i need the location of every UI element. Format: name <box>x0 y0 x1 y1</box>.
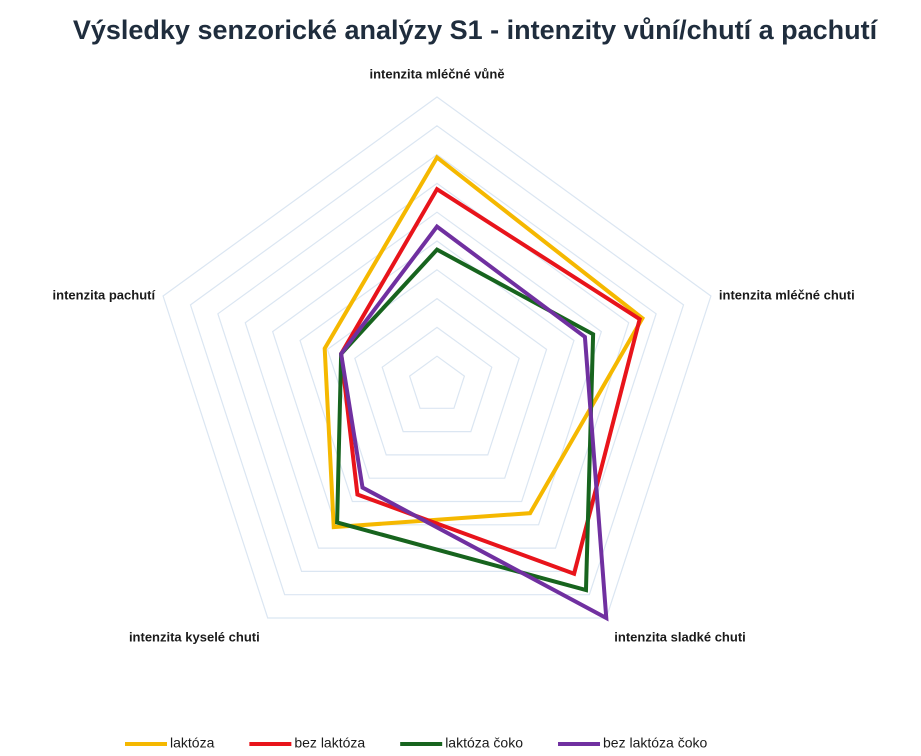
axis-label: intenzita kyselé chuti <box>129 629 260 644</box>
grid-ring <box>408 355 466 409</box>
grid-ring <box>354 297 520 456</box>
legend-label: bez laktóza čoko <box>603 735 707 751</box>
grid-ring <box>162 96 712 619</box>
grid-ring <box>326 269 548 479</box>
axis-label: intenzita sladké chuti <box>614 629 745 644</box>
grid-ring <box>217 153 657 572</box>
legend-label: bez laktóza <box>294 735 365 751</box>
series-line <box>339 186 642 577</box>
grid-ring <box>299 240 575 503</box>
legend-label: laktóza čoko <box>445 735 523 751</box>
legend-label: laktóza <box>170 735 215 751</box>
chart-title: Výsledky senzorické analýzy S1 - intenzi… <box>73 15 879 45</box>
axis-label: intenzita mléčné chuti <box>719 287 855 302</box>
grid-ring <box>189 125 685 596</box>
axis-label: intenzita mléčné vůně <box>369 66 504 81</box>
grid-ring <box>381 326 493 433</box>
axis-label: intenzita pachutí <box>53 287 156 302</box>
series-line <box>335 247 596 593</box>
grid-ring <box>244 182 630 549</box>
series-line <box>339 223 609 622</box>
